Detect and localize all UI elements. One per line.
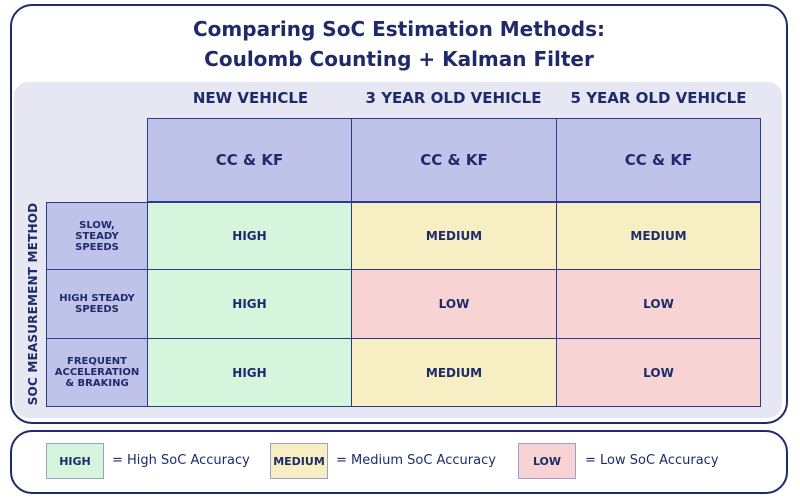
row-label-line: FREQUENT (66, 356, 127, 367)
row-label-line: SPEEDS (75, 304, 119, 315)
column-header-5-year-old: 5 YEAR OLD VEHICLE (570, 89, 747, 107)
legend-medium-text: = Medium SoC Accuracy (336, 453, 496, 468)
title-line-1: Comparing SoC Estimation Methods: (193, 17, 605, 41)
row-label-slow-steady: SLOW, STEADY SPEEDS (46, 202, 148, 270)
row-axis-label: SOC MEASUREMENT METHOD (26, 202, 40, 406)
row-label-line: & BRAKING (65, 378, 129, 389)
subheader-5-year-old: CC & KF (556, 118, 761, 202)
legend-low-swatch: LOW (518, 443, 576, 479)
legend-medium-swatch: MEDIUM (270, 443, 328, 479)
cell-highspeed-new: HIGH (147, 269, 352, 339)
legend-panel (10, 430, 788, 494)
title-line-2: Coulomb Counting + Kalman Filter (204, 47, 594, 71)
row-label-line: SLOW, (79, 219, 115, 231)
row-label-line: STEADY (75, 230, 119, 242)
row-label-frequent-acceleration: FREQUENT ACCELERATION & BRAKING (46, 338, 148, 407)
subheader-new-vehicle: CC & KF (147, 118, 352, 202)
row-label-line: ACCELERATION (54, 367, 140, 378)
cell-slow-3yr: MEDIUM (351, 202, 557, 270)
cell-frequent-new: HIGH (147, 338, 352, 407)
row-label-line: SPEEDS (75, 241, 119, 253)
cell-slow-5yr: MEDIUM (556, 202, 761, 270)
row-label-high-steady: HIGH STEADY SPEEDS (46, 269, 148, 339)
legend-high-swatch: HIGH (46, 443, 104, 479)
subheader-3-year-old: CC & KF (351, 118, 557, 202)
cell-slow-new: HIGH (147, 202, 352, 270)
legend-high-text: = High SoC Accuracy (112, 453, 250, 468)
cell-highspeed-5yr: LOW (556, 269, 761, 339)
column-header-new-vehicle: NEW VEHICLE (192, 89, 309, 107)
page-title: Comparing SoC Estimation Methods: Coulom… (12, 14, 786, 74)
cell-highspeed-3yr: LOW (351, 269, 557, 339)
cell-frequent-5yr: LOW (556, 338, 761, 407)
row-label-line: HIGH STEADY (59, 293, 135, 304)
column-header-3-year-old: 3 YEAR OLD VEHICLE (365, 89, 542, 107)
cell-frequent-3yr: MEDIUM (351, 338, 557, 407)
legend-low-text: = Low SoC Accuracy (585, 453, 719, 468)
